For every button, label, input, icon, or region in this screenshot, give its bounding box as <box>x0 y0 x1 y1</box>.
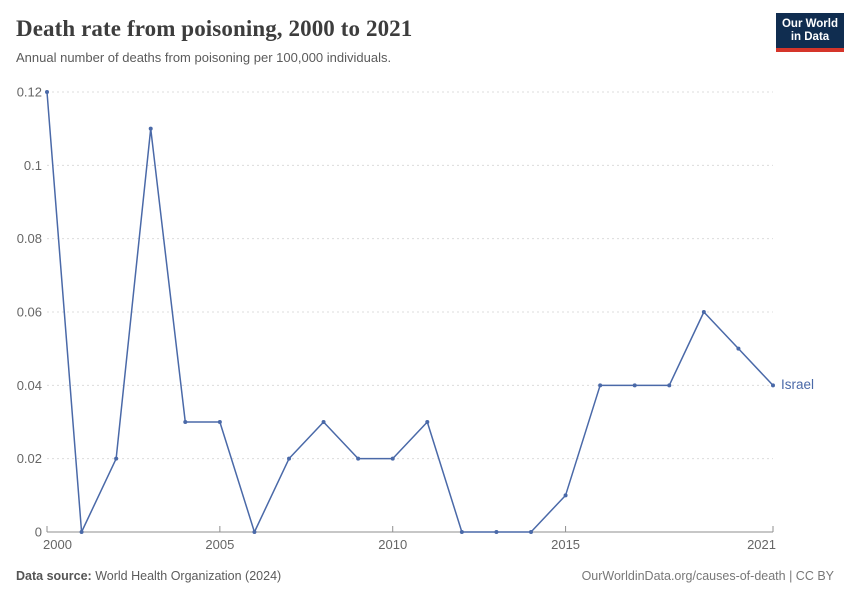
data-point <box>701 310 706 314</box>
data-point <box>494 530 499 534</box>
data-point <box>356 456 361 461</box>
data-point <box>114 456 119 461</box>
owid-logo-box: Our World in Data <box>776 13 844 48</box>
y-axis-tick-label: 0.06 <box>17 305 42 320</box>
chart-title: Death rate from poisoning, 2000 to 2021 <box>16 16 413 41</box>
data-point <box>45 90 49 94</box>
y-axis-tick-label: 0.08 <box>17 231 42 246</box>
owid-logo-line1: Our World <box>781 18 838 30</box>
data-point <box>771 383 775 388</box>
data-point <box>217 420 222 424</box>
data-source-label: Data source: <box>16 569 92 583</box>
owid-logo-line2: in Data <box>790 31 830 43</box>
data-point <box>287 456 291 461</box>
data-point <box>148 126 153 131</box>
x-axis-tick-label: 2010 <box>378 537 407 552</box>
data-point <box>390 456 395 461</box>
data-point <box>425 420 430 424</box>
y-axis-tick-label: 0 <box>35 525 42 540</box>
data-point <box>321 420 326 424</box>
data-point <box>252 530 257 534</box>
owid-logo-red-bar <box>776 48 844 52</box>
license-note[interactable]: OurWorldinData.org/causes-of-death | CC … <box>581 569 834 583</box>
data-source-note: Data source: World Health Organization (… <box>16 568 281 584</box>
data-point <box>459 530 464 534</box>
data-point <box>563 493 568 498</box>
x-axis-tick-label: 2000 <box>43 537 72 552</box>
y-axis-tick-label: 0.12 <box>17 85 42 100</box>
series-label-israel[interactable]: Israel <box>781 377 815 392</box>
data-point <box>632 383 637 388</box>
owid-logo[interactable]: Our World in Data <box>776 13 844 52</box>
y-axis-tick-label: 0.02 <box>17 451 42 466</box>
chart-header: Death rate from poisoning, 2000 to 2021 … <box>16 14 730 66</box>
data-point <box>736 346 741 351</box>
x-axis-tick-label: 2015 <box>551 537 580 552</box>
data-point <box>79 530 84 534</box>
chart-subtitle: Annual number of deaths from poisoning p… <box>16 50 392 65</box>
chart-footer: Data source: World Health Organization (… <box>16 568 834 584</box>
data-point <box>529 530 533 534</box>
y-axis-tick-label: 0.04 <box>17 378 42 393</box>
data-point <box>183 420 188 424</box>
data-point <box>598 383 603 388</box>
x-axis-tick-label: 2005 <box>205 537 234 552</box>
data-point <box>667 383 672 388</box>
line-series <box>46 91 774 533</box>
x-axis-tick-label: 2021 <box>747 537 776 552</box>
y-axis-tick-label: 0.1 <box>24 158 42 173</box>
data-source-text: World Health Organization (2024) <box>91 569 282 583</box>
